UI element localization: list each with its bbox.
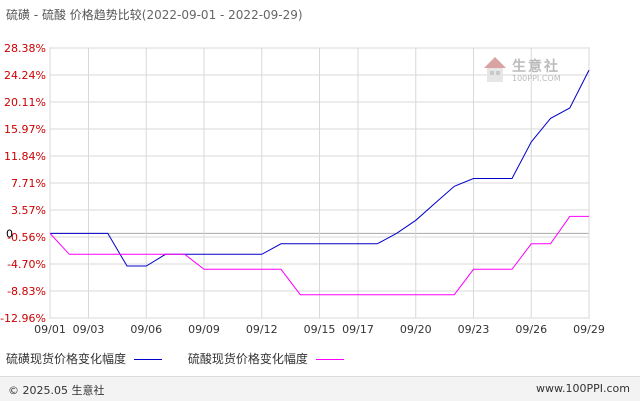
legend-label-sulfuric-acid: 硫酸现货价格变化幅度 — [187, 352, 308, 366]
x-tick-label: 09/29 — [573, 323, 605, 336]
legend-item-sulfur: 硫磺现货价格变化幅度 — [6, 350, 163, 367]
x-tick-label: 09/03 — [73, 323, 105, 336]
chart-legend: 硫磺现货价格变化幅度 硫酸现货价格变化幅度 — [6, 350, 366, 367]
x-tick-label: 09/12 — [246, 323, 278, 336]
legend-line-sulfur — [134, 359, 163, 360]
y-tick-label: 28.38% — [4, 42, 46, 55]
x-tick-label: 09/20 — [400, 323, 432, 336]
y-tick-label: -12.96% — [0, 312, 46, 325]
watermark-text: 生意社 — [512, 59, 560, 75]
x-tick-label: 09/26 — [515, 323, 547, 336]
y-tick-label: -4.70% — [7, 258, 46, 271]
footer-bar: © 2025.05 生意社 www.100PPI.com — [0, 376, 640, 401]
x-tick-label: 09/09 — [188, 323, 220, 336]
legend-line-sulfuric-acid — [315, 359, 344, 360]
x-tick-label: 09/01 — [34, 323, 66, 336]
x-tick-label: 09/17 — [342, 323, 374, 336]
footer-copyright: © 2025.05 生意社 — [8, 384, 105, 397]
x-tick-label: 09/06 — [130, 323, 162, 336]
watermark-url: 100PPI.COM — [512, 74, 561, 83]
y-tick-label: -0.56% — [7, 231, 46, 244]
chart-title-main: 硫磺 - 硫酸 价格趋势比较 — [6, 8, 142, 22]
y-tick-label: 3.57% — [11, 204, 46, 217]
chart-title: 硫磺 - 硫酸 价格趋势比较(2022-09-01 - 2022-09-29) — [6, 6, 303, 23]
footer-link[interactable]: www.100PPI.com — [536, 382, 630, 395]
zero-label: 0 — [6, 227, 13, 240]
y-tick-label: 7.71% — [11, 177, 46, 190]
y-tick-label: 20.11% — [4, 96, 46, 109]
house-logo-icon — [484, 57, 506, 82]
watermark-logo: 生意社 100PPI.COM — [482, 54, 582, 90]
chart-title-range: (2022-09-01 - 2022-09-29) — [141, 8, 303, 22]
series-line-2 — [49, 215, 589, 296]
series-line-1 — [50, 69, 590, 267]
x-tick-label: 09/23 — [458, 323, 490, 336]
y-tick-label: -8.83% — [7, 285, 46, 298]
y-tick-label: 11.84% — [4, 150, 46, 163]
y-tick-label: 15.97% — [4, 123, 46, 136]
legend-label-sulfur: 硫磺现货价格变化幅度 — [6, 352, 127, 366]
x-tick-label: 09/15 — [304, 323, 336, 336]
y-tick-label: 24.24% — [4, 69, 46, 82]
line-chart: 28.38% 24.24% 20.11% 15.97% 11.84% 7.71% 3.57%… — [0, 42, 605, 336]
legend-item-sulfuric-acid: 硫酸现货价格变化幅度 — [188, 350, 344, 367]
